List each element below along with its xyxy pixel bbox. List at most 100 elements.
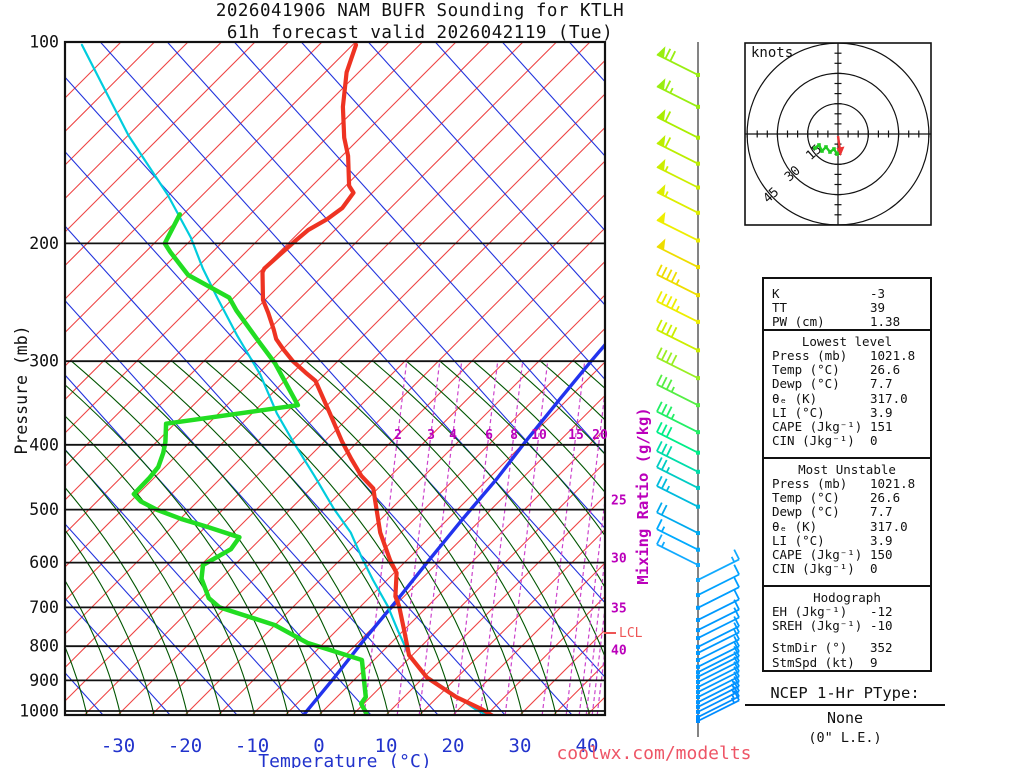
wind-barb — [656, 457, 700, 490]
stat-label: Press (mb) — [772, 348, 848, 363]
wind-barb — [656, 211, 700, 243]
wind-barb — [656, 319, 700, 353]
wind-barb — [696, 576, 740, 610]
stat-row: StmDir (°) 352 — [764, 641, 930, 655]
wind-barb — [696, 636, 740, 669]
chart-subtitle: 61h forecast valid 2026042119 (Tue) — [226, 23, 614, 43]
wind-barb — [656, 440, 700, 474]
stat-row: Press (mb) 1021.8 — [764, 476, 930, 491]
stat-row: LI (°C) 3.9 — [764, 532, 930, 548]
pressure-tick-label: 400 — [29, 435, 59, 454]
stat-row: TT 39 — [764, 301, 930, 315]
stat-value: 317.0 — [870, 390, 908, 406]
pressure-tick-label: 300 — [29, 352, 59, 371]
stat-value: 26.6 — [870, 490, 901, 506]
temp-tick-label: -10 — [235, 735, 269, 757]
temp-tick-label: -30 — [101, 735, 135, 757]
stat-label: Temp (°C) — [772, 490, 840, 506]
mixing-ratio-label: 40 — [611, 643, 627, 658]
stat-label: θₑ (K) — [772, 390, 818, 406]
stat-value: -12 — [870, 604, 893, 619]
wind-barb — [696, 690, 740, 723]
wind-barb — [696, 656, 740, 690]
stat-row: Press (mb) 1021.8 — [764, 348, 930, 363]
stat-value: 352 — [870, 640, 893, 656]
stat-label: Dewp (°C) — [772, 504, 840, 520]
wind-barb — [656, 184, 700, 215]
wind-barb — [656, 475, 700, 509]
temperature-axis-label: Temperature (°C) — [258, 751, 432, 768]
stat-label: SREH (Jkg⁻¹) — [772, 618, 863, 634]
watermark-link[interactable]: coolwx.com/modelts — [556, 743, 752, 764]
pressure-tick-label: 800 — [29, 637, 59, 656]
wind-barb — [656, 158, 700, 190]
wind-barb — [696, 589, 740, 622]
wind-barb — [696, 622, 740, 655]
wind-barb — [656, 534, 700, 567]
wind-barb — [656, 78, 700, 109]
mixing-ratio-label: 15 — [568, 428, 584, 443]
ptype-heading: NCEP 1-Hr PType: — [745, 684, 945, 706]
pressure-tick-label: 1000 — [19, 702, 59, 721]
stat-label: CIN (Jkg⁻¹) — [772, 561, 855, 577]
mixing-ratio-label: 6 — [485, 428, 493, 443]
wind-barb — [656, 374, 700, 408]
stat-value: -3 — [870, 286, 886, 301]
wind-barb — [696, 607, 740, 641]
stat-value: 0 — [870, 433, 878, 449]
temp-tick-label: 0 — [313, 735, 324, 757]
ptype-liquid-equivalent: (0" L.E.) — [808, 730, 882, 746]
hodograph-units-label: knots — [751, 45, 794, 61]
stat-value: 9 — [870, 654, 878, 670]
stat-row: EH (Jkg⁻¹) -12 — [764, 604, 930, 619]
wind-barb — [696, 651, 740, 684]
temp-tick-label: 30 — [509, 735, 532, 757]
stat-value: 7.7 — [870, 504, 893, 520]
stat-row: StmSpd (kt) 9 — [764, 654, 930, 670]
stat-value: 39 — [870, 300, 886, 316]
stat-value: 317.0 — [870, 518, 908, 534]
stats-table: K -3 TT 39 PW (cm) 1.38 Lowest level Press (mb)… — [762, 277, 932, 672]
temp-tick-label: 40 — [576, 735, 599, 757]
wind-barb — [696, 549, 740, 582]
mixing-ratio-label: 8 — [510, 428, 518, 443]
stat-row: Temp (°C) 26.6 — [764, 363, 930, 377]
stat-row: LI (°C) 3.9 — [764, 404, 930, 420]
stat-label: EH (Jkg⁻¹) — [772, 604, 848, 619]
stat-label: LI (°C) — [772, 404, 825, 420]
chart-title: 2026041906 NAM BUFR Sounding for KTLH — [215, 1, 625, 21]
wind-barb — [656, 46, 700, 77]
stat-value: 1021.8 — [870, 476, 916, 491]
temp-tick-label: 20 — [442, 735, 465, 757]
temp-tick-label: 10 — [375, 735, 398, 757]
wind-barb — [656, 135, 700, 166]
pressure-tick-label: 500 — [29, 500, 59, 519]
stat-label: CAPE (Jkg⁻¹) — [772, 547, 863, 563]
stat-value: 7.7 — [870, 376, 893, 392]
mixing-ratio-label: 10 — [531, 428, 547, 443]
temp-tick-label: -20 — [168, 735, 202, 757]
wind-barb — [696, 564, 740, 598]
trace-parcel_path — [301, 342, 605, 715]
stat-row: Temp (°C) 26.6 — [764, 491, 930, 505]
mixing-ratio-label: 4 — [449, 428, 457, 443]
stat-label: Dewp (°C) — [772, 376, 840, 392]
wind-barb — [656, 518, 700, 552]
stat-value: 1.38 — [870, 314, 901, 330]
wind-barb — [656, 238, 700, 270]
stats-section-header: Hodograph — [813, 590, 881, 605]
stats-section-hodograph: Hodograph EH (Jkg⁻¹) -12 SREH (Jkg⁻¹) -10 Stm… — [764, 585, 930, 670]
stats-summary-section: K -3 TT 39 PW (cm) 1.38 — [764, 279, 930, 330]
stat-value: 3.9 — [870, 532, 893, 548]
stat-row: PW (cm) 1.38 — [764, 315, 930, 329]
lcl-label: LCL — [619, 626, 643, 641]
stat-label: CAPE (Jkg⁻¹) — [772, 419, 863, 435]
stat-value: 150 — [870, 547, 893, 563]
mixing-ratio-axis-label: Mixing Ratio (g/kg) — [634, 407, 652, 585]
pressure-tick-label: 100 — [29, 33, 59, 52]
wind-barb — [696, 641, 740, 675]
wind-barb — [656, 264, 700, 298]
